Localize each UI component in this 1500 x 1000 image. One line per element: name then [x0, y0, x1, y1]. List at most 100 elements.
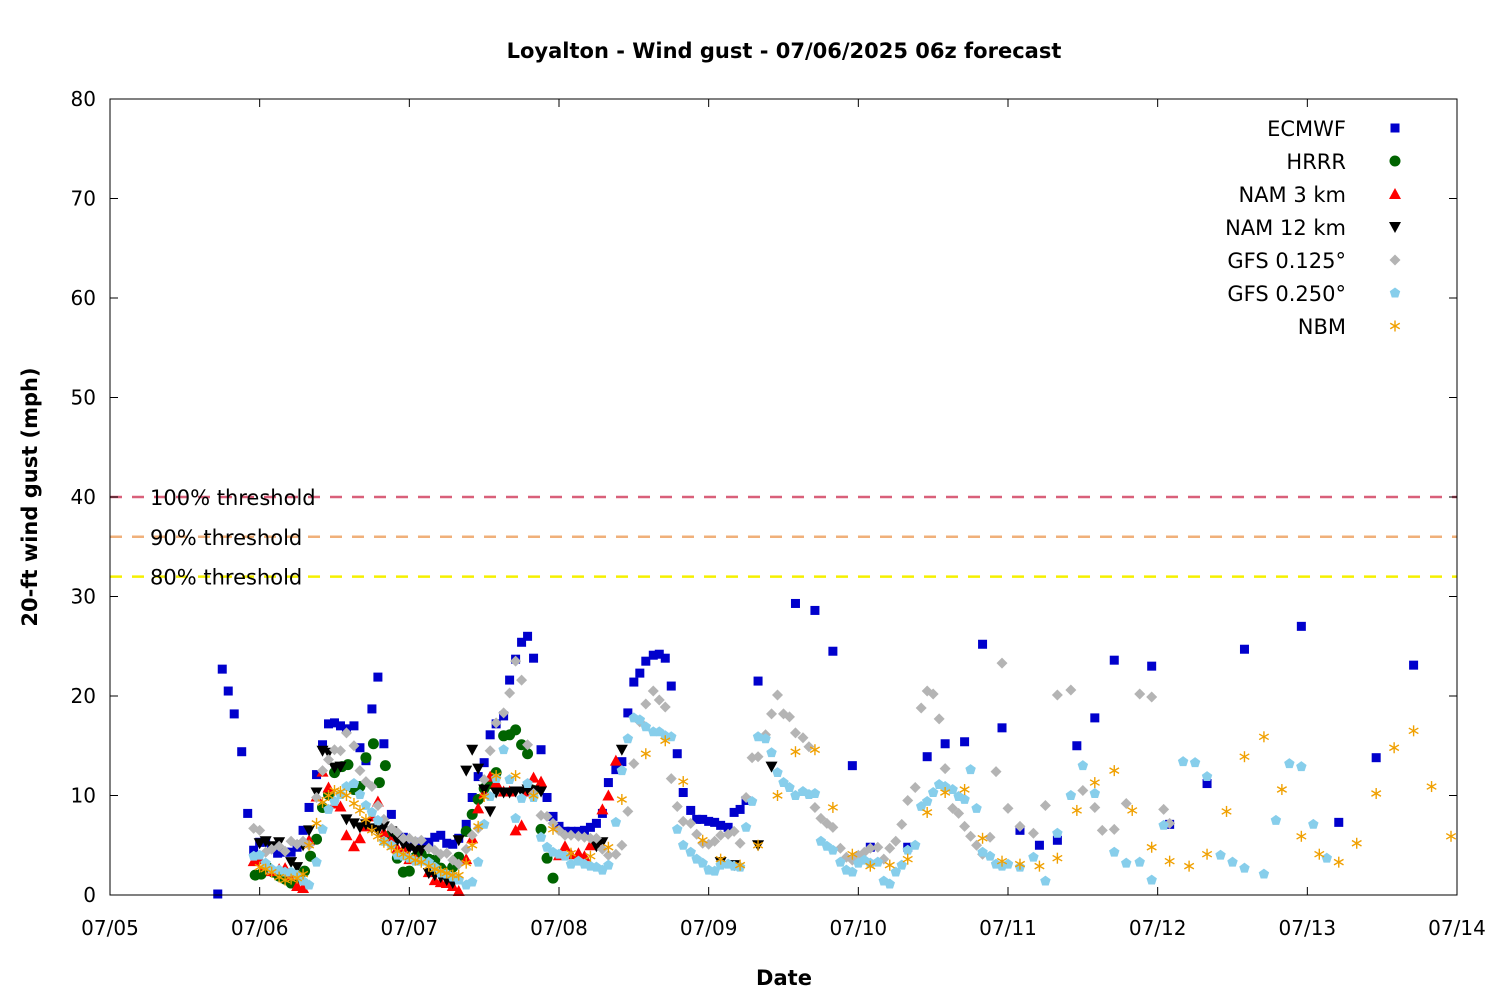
data-point [1239, 751, 1250, 763]
data-point [622, 733, 634, 744]
data-point [847, 866, 858, 877]
data-point [348, 740, 360, 752]
data-point [760, 733, 771, 744]
data-point [790, 598, 800, 608]
data-point [372, 830, 384, 842]
data-point [828, 646, 838, 656]
data-point [559, 850, 571, 861]
data-point [334, 761, 347, 773]
data-point [254, 824, 266, 836]
data-point [1014, 858, 1026, 870]
threshold-lines: 100% threshold 90% threshold 80% threshold [110, 486, 1457, 590]
data-point [678, 776, 689, 788]
data-point [659, 701, 671, 713]
data-point [523, 631, 533, 641]
series-nbm [254, 725, 1457, 886]
data-point [596, 843, 608, 855]
data-point [217, 664, 227, 674]
data-point [692, 814, 702, 824]
data-point [515, 819, 528, 831]
data-point [397, 839, 410, 851]
data-point [922, 752, 932, 762]
data-point [734, 859, 746, 871]
data-point [535, 775, 548, 787]
data-point [847, 848, 858, 860]
data-point [318, 740, 328, 750]
data-point [1121, 857, 1132, 868]
data-point [379, 760, 391, 772]
data-point [797, 732, 809, 744]
series-gfs-0-125 [248, 655, 1176, 870]
data-point [1146, 874, 1157, 885]
threshold-label: 80% threshold [150, 566, 302, 590]
legend-label: GFS 0.125° [1227, 249, 1346, 273]
data-point [311, 817, 322, 829]
data-point [516, 674, 528, 686]
data-point [1314, 848, 1325, 860]
data-point [349, 721, 359, 731]
legend-marker [1389, 188, 1401, 199]
x-axis-label: Date [756, 966, 812, 990]
data-point [1040, 875, 1051, 886]
data-point [373, 672, 383, 682]
data-point [297, 882, 310, 894]
data-point [602, 849, 614, 861]
data-point [323, 803, 334, 814]
data-point [452, 835, 465, 847]
data-point [640, 698, 652, 710]
data-point [965, 764, 976, 775]
data-point [611, 765, 621, 775]
data-point [672, 823, 683, 834]
data-point [1177, 756, 1189, 767]
data-point [709, 835, 721, 847]
data-point [509, 824, 522, 836]
data-point [884, 878, 895, 889]
data-point [424, 837, 434, 847]
x-tick-label: 07/11 [979, 916, 1037, 940]
chart-title: Loyalton - Wind gust - 07/06/2025 06z fo… [507, 39, 1062, 63]
data-point [1051, 689, 1063, 701]
data-point [865, 860, 876, 872]
data-point [291, 862, 304, 874]
data-point [971, 839, 983, 851]
data-point [909, 782, 921, 794]
data-point [971, 802, 982, 813]
data-point [783, 711, 795, 723]
data-point [522, 778, 533, 789]
data-point [584, 832, 596, 844]
data-point [490, 717, 502, 729]
data-point [279, 845, 291, 857]
data-point [1109, 655, 1119, 665]
data-point [360, 813, 372, 825]
data-point [335, 721, 345, 731]
data-point [354, 804, 366, 816]
y-tick-label: 0 [83, 883, 96, 907]
y-tick-label: 30 [71, 585, 96, 609]
data-point [565, 847, 577, 859]
data-point [1258, 868, 1270, 879]
data-point [334, 800, 347, 812]
data-point [710, 817, 720, 827]
legend-label: GFS 0.250° [1227, 282, 1346, 306]
data-point [1096, 824, 1108, 836]
data-point [305, 850, 317, 862]
data-point [933, 713, 945, 725]
data-point [990, 766, 1002, 778]
data-point [766, 747, 777, 758]
data-point [809, 744, 821, 756]
data-point [542, 792, 552, 802]
data-point [1371, 788, 1382, 800]
legend-marker [1389, 155, 1401, 167]
data-point [617, 757, 627, 767]
data-point [921, 795, 933, 806]
data-point [959, 784, 970, 796]
data-point [1158, 819, 1169, 830]
data-point [254, 849, 265, 860]
data-point [623, 708, 633, 718]
data-point [354, 789, 366, 799]
data-point [1052, 852, 1063, 864]
data-point [790, 790, 801, 800]
data-point [1408, 725, 1419, 737]
data-point [616, 793, 627, 805]
